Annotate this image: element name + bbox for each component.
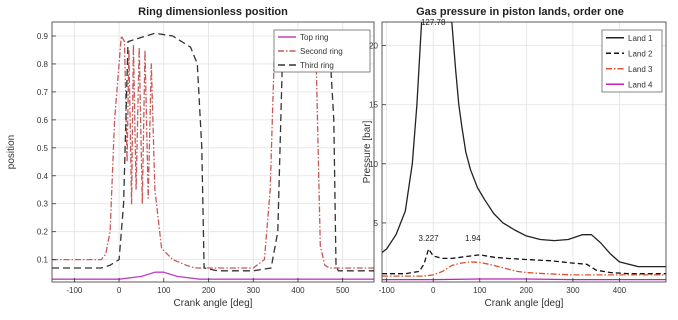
y-tick-label: 20 <box>369 42 378 51</box>
x-tick-label: 0 <box>117 286 122 295</box>
y-tick-label: 0.5 <box>37 144 49 153</box>
legend-box <box>601 29 663 93</box>
x-tick-label: -100 <box>66 286 83 295</box>
legend-entry: Land 2 <box>628 49 653 58</box>
y-axis-label: Pressure [bar] <box>362 120 373 183</box>
y-tick-label: 0.4 <box>37 172 49 181</box>
x-tick-label: 300 <box>566 286 580 295</box>
legend: Top ring Second ring Third ring <box>273 29 371 73</box>
series-line-3 <box>52 29 374 272</box>
legend: Land 1 Land 2 Land 3 Land 4 <box>601 29 663 93</box>
chart-1: -100 0 100 200 300 400 500 0.1 0.2 0.3 0.4 0.5 0.6 0.… <box>6 6 375 309</box>
legend-entry: Second ring <box>300 47 343 56</box>
x-tick-label: 100 <box>157 286 171 295</box>
y-tick-label: 0.1 <box>37 256 49 265</box>
data-label: 127.78 <box>421 18 446 27</box>
series-line-4 <box>382 278 666 281</box>
y-tick-label: 0.6 <box>37 116 49 125</box>
series-line-2 <box>382 248 666 275</box>
series-line-3 <box>382 261 666 277</box>
chart-title: Gas pressure in piston lands, order one <box>416 6 624 18</box>
y-tick-label: 0.3 <box>37 200 49 209</box>
y-tick-label: 0.8 <box>37 60 49 69</box>
x-tick-label: 300 <box>247 286 261 295</box>
legend-entry: Land 4 <box>628 80 653 89</box>
series-line-1 <box>382 22 666 268</box>
y-tick-label: 15 <box>369 101 378 110</box>
y-tick-label: 0.9 <box>37 32 49 41</box>
x-tick-label: 0 <box>431 286 436 295</box>
legend-entry: Land 1 <box>628 34 653 43</box>
x-tick-label: 500 <box>336 286 350 295</box>
series-line-2 <box>52 35 374 269</box>
data-label: 1.94 <box>465 234 481 243</box>
y-axis-label: position <box>6 135 17 169</box>
legend-entry: Land 3 <box>628 65 653 74</box>
legend-entry: Top ring <box>300 33 328 42</box>
x-tick-label: 200 <box>520 286 534 295</box>
x-axis-label: Crank angle [deg] <box>485 298 564 309</box>
x-tick-label: 400 <box>291 286 305 295</box>
series-group <box>52 29 374 280</box>
chart-2: -100 0 100 200 300 400 5 10 15 20 Gas pressure in … <box>362 6 667 309</box>
x-tick-label: 200 <box>202 286 216 295</box>
y-tick-label: 10 <box>369 160 378 169</box>
x-axis-label: Crank angle [deg] <box>174 298 253 309</box>
x-tick-label: -100 <box>379 286 396 295</box>
y-tick-label: 5 <box>374 219 379 228</box>
data-label: 3.227 <box>419 234 440 243</box>
legend-entry: Third ring <box>300 61 334 70</box>
chart-title: Ring dimensionless position <box>138 6 288 18</box>
x-tick-label: 100 <box>473 286 487 295</box>
series-line-1 <box>52 271 374 280</box>
x-tick-label: 400 <box>613 286 627 295</box>
axes-frame <box>381 21 667 283</box>
y-tick-label: 0.7 <box>37 88 49 97</box>
axes-frame <box>51 21 375 283</box>
y-tick-label: 0.2 <box>37 228 49 237</box>
